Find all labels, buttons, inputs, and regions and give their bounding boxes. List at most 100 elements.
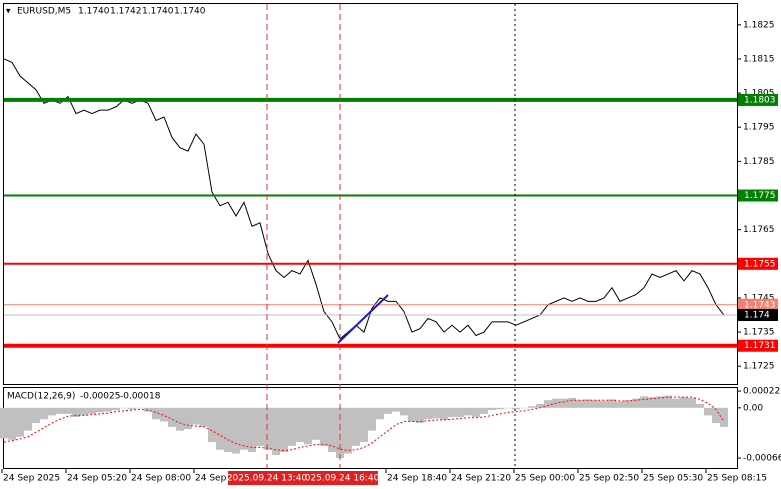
histogram-bar xyxy=(704,407,712,416)
histogram-bar xyxy=(192,407,200,425)
y-tick-label: 1.1765 xyxy=(743,225,775,235)
level-label-bg xyxy=(738,93,778,106)
histogram-bar xyxy=(144,407,152,412)
histogram-bar xyxy=(344,407,352,454)
histogram-bar xyxy=(576,400,584,408)
histogram-bar xyxy=(160,407,168,422)
histogram-bar xyxy=(24,407,32,431)
histogram-bar xyxy=(680,397,688,408)
x-tick-label: 25 Sep 08:15 xyxy=(707,474,767,484)
y-tick-label: 1.1805 xyxy=(743,89,775,99)
histogram-bar xyxy=(544,400,552,408)
histogram-bar xyxy=(560,398,568,408)
histogram-bar xyxy=(224,407,232,452)
level-label: 1.1803 xyxy=(744,95,776,105)
histogram-bar xyxy=(640,396,648,408)
histogram-bar xyxy=(400,407,408,416)
histogram-bar xyxy=(608,399,616,408)
histogram-bar xyxy=(64,407,72,414)
ohlc: 1.1742 xyxy=(110,7,142,17)
histogram-bar xyxy=(184,407,192,430)
histogram-bar xyxy=(296,407,304,443)
histogram-bar xyxy=(200,407,208,427)
level-label: 1.174 xyxy=(744,311,770,321)
histogram-bar xyxy=(80,407,88,416)
y-tick-label: -0.00066 xyxy=(743,454,781,464)
crosshair-label-bg xyxy=(228,471,306,485)
histogram-bar xyxy=(152,407,160,420)
y-tick-label: 1.1795 xyxy=(743,123,775,133)
level-label-bg xyxy=(738,309,778,322)
signal-line xyxy=(3,396,725,451)
y-tick-label: 1.1725 xyxy=(743,362,775,372)
histogram-bar xyxy=(48,407,56,416)
level-label-bg xyxy=(738,257,778,270)
level-label: 1.1743 xyxy=(744,300,776,310)
ohlc: 1.1740 xyxy=(142,7,174,17)
histogram-bar xyxy=(688,397,696,408)
histogram-bar xyxy=(280,407,288,452)
y-tick-label: 1.1745 xyxy=(743,293,775,303)
histogram-bar xyxy=(248,407,256,452)
crosshair-label: 025.09.24 16:40 xyxy=(305,474,380,484)
histogram-bar xyxy=(8,407,16,440)
crosshair-label-bg xyxy=(306,471,378,485)
y-tick-label: 1.1785 xyxy=(743,157,775,167)
level-label: 1.1755 xyxy=(744,259,776,269)
histogram-bar xyxy=(256,407,264,446)
histogram-bar xyxy=(512,407,520,410)
histogram-bar xyxy=(720,407,728,427)
histogram-bar xyxy=(408,407,416,422)
histogram-bar xyxy=(104,407,112,412)
histogram-bar xyxy=(168,407,176,427)
macd-value: -0.00018 xyxy=(120,392,161,402)
histogram-bar xyxy=(208,407,216,443)
histogram-bar xyxy=(496,407,504,410)
histogram-bar xyxy=(40,407,48,420)
symbol-icon: ▾ xyxy=(6,7,11,17)
histogram-bar xyxy=(584,399,592,408)
histogram-bar xyxy=(112,407,120,411)
histogram-bar xyxy=(440,407,448,420)
x-tick-label: 25 Sep 00:00 xyxy=(515,474,575,484)
histogram-bar xyxy=(472,407,480,417)
histogram-bar xyxy=(304,407,312,445)
y-tick-label: 1.1735 xyxy=(743,328,775,338)
histogram-bar xyxy=(592,400,600,408)
histogram-bar xyxy=(128,407,136,410)
crosshair-label: 2025.09.24 13:40 xyxy=(227,474,308,484)
histogram-bar xyxy=(568,397,576,408)
histogram-bar xyxy=(624,400,632,408)
histogram-bar xyxy=(504,407,512,409)
x-tick-label: 25 Sep 05:30 xyxy=(643,474,703,484)
histogram-bar xyxy=(480,407,488,414)
histogram-bar xyxy=(264,407,272,450)
histogram-bar xyxy=(0,407,8,439)
macd-name: MACD(12,26,9) xyxy=(7,392,75,402)
x-tick-label: 25 Sep 02:50 xyxy=(579,474,639,484)
level-label-bg xyxy=(738,189,778,202)
histogram-bar xyxy=(88,407,96,414)
macd-value: -0.00025 xyxy=(80,392,120,402)
histogram-bar xyxy=(72,407,80,417)
histogram-bar xyxy=(448,407,456,417)
x-tick-label: 24 Sep 18:40 xyxy=(387,474,447,484)
main-frame xyxy=(3,3,738,385)
level-label: 1.1731 xyxy=(744,341,776,351)
histogram-bar xyxy=(424,407,432,420)
histogram-bar xyxy=(328,407,336,452)
x-tick-label: 24 Sep 2025 xyxy=(3,474,60,484)
histogram-bar xyxy=(464,407,472,416)
y-tick-label: 0.00022 xyxy=(743,387,780,397)
level-label-bg xyxy=(738,339,778,352)
histogram-bar xyxy=(456,407,464,417)
trendline xyxy=(337,294,389,344)
histogram-bar xyxy=(536,404,544,408)
histogram-bar xyxy=(56,407,64,414)
level-label-bg xyxy=(738,298,778,311)
ohlc: 1.1740 xyxy=(78,7,110,17)
histogram-bar xyxy=(272,407,280,456)
histogram-bar xyxy=(600,400,608,408)
y-tick-label: 0.00 xyxy=(743,403,763,413)
